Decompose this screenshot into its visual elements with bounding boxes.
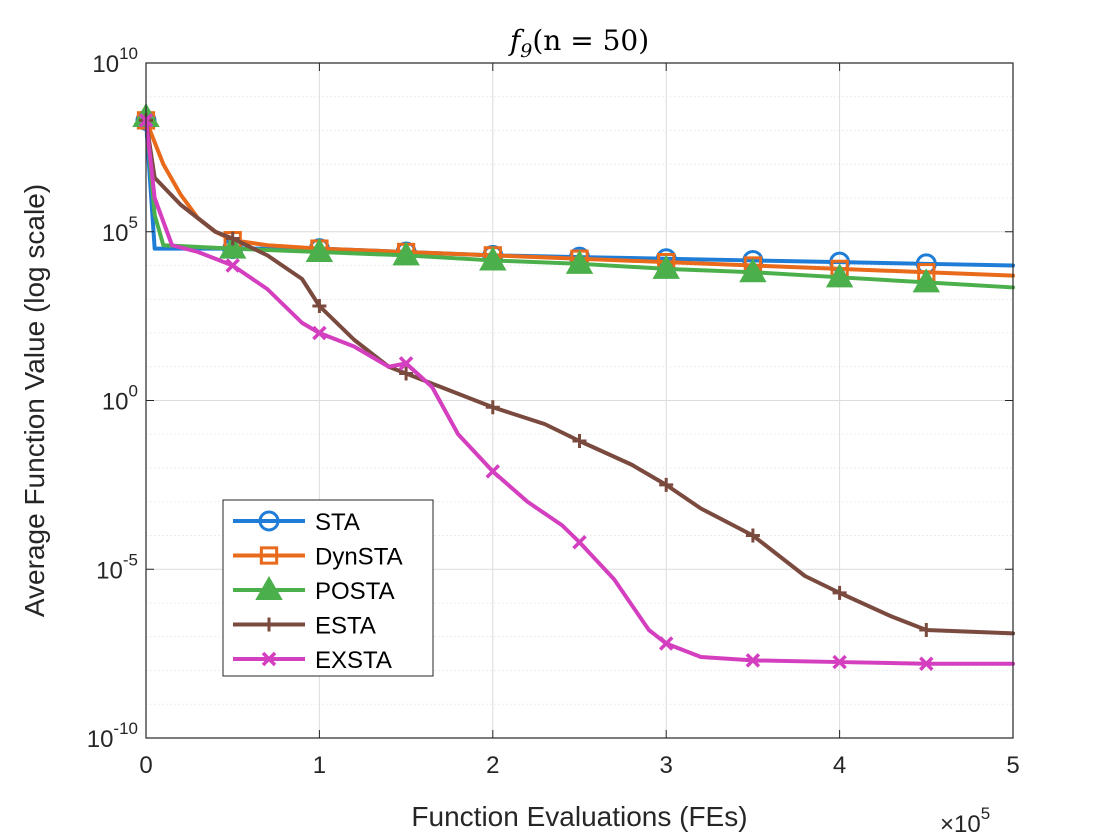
series-posta: [132, 102, 1015, 293]
legend-marker: [258, 510, 280, 532]
series-exsta: [138, 113, 1015, 671]
legend-marker: [262, 617, 276, 632]
esta-marker: [572, 434, 587, 448]
exsta-marker: [225, 258, 240, 273]
posta-marker: [652, 254, 680, 279]
legend-marker: [261, 651, 277, 667]
tick-layer: 0 1 2 3 4 5 1010 105 100 10-5 10-10: [87, 44, 1020, 779]
legend-label: DynSTA: [315, 544, 403, 571]
x-tick-label: 3: [660, 752, 673, 779]
title-subscript: 9: [520, 40, 532, 62]
esta-marker: [659, 477, 674, 492]
x-axis-label: Function Evaluations (FEs): [411, 801, 747, 832]
esta-marker: [485, 400, 500, 415]
posta-marker: [912, 268, 941, 293]
legend-marker: [255, 575, 283, 600]
esta-marker: [919, 623, 934, 637]
esta-marker: [399, 366, 414, 381]
legend-item-esta: ESTA: [233, 613, 376, 640]
legend-item-posta: POSTA: [233, 575, 395, 605]
exsta-marker: [485, 464, 501, 479]
x-axis-multiplier: ×105: [940, 804, 990, 838]
esta-marker: [225, 231, 240, 246]
esta-marker: [312, 299, 327, 313]
posta-marker: [739, 258, 767, 283]
series-layer: [132, 102, 1015, 671]
dynsta-line: [144, 118, 1015, 278]
x-tick-label: 1: [313, 752, 326, 779]
posta-marker: [479, 246, 507, 271]
exsta-marker: [572, 535, 587, 550]
y-tick-label: 10-10: [87, 719, 138, 753]
legend-label: POSTA: [315, 578, 395, 605]
legend-marker: [259, 546, 279, 565]
chart-title: f9(n = 50): [508, 24, 649, 62]
x-tick-label: 5: [1006, 752, 1019, 779]
exsta-marker: [745, 653, 761, 668]
exsta-marker: [658, 636, 674, 651]
x-multiplier-exponent: 5: [981, 804, 990, 823]
legend-label: STA: [315, 509, 360, 536]
exsta-marker: [398, 356, 414, 371]
x-tick-label: 2: [486, 752, 499, 779]
legend: STA DynSTA POSTA ESTA EXSTA: [222, 499, 434, 677]
title-rest: (n = 50): [532, 24, 649, 57]
y-tick-label: 10-5: [96, 550, 138, 584]
posta-marker: [565, 249, 594, 274]
exsta-marker: [919, 656, 934, 671]
x-multiplier-base: ×10: [940, 811, 981, 838]
y-tick-label: 105: [102, 213, 138, 247]
y-axis-label: Average Function Value (log scale): [19, 184, 50, 617]
legend-item-exsta: EXSTA: [233, 647, 392, 674]
posta-marker: [218, 234, 247, 259]
legend-label: EXSTA: [315, 647, 392, 674]
legend-item-dynsta: DynSTA: [233, 544, 403, 571]
legend-item-sta: STA: [233, 509, 360, 536]
exsta-marker: [312, 325, 327, 341]
esta-marker: [745, 528, 760, 543]
y-tick-label: 1010: [92, 44, 138, 78]
posta-marker: [305, 237, 334, 262]
y-tick-label: 100: [102, 382, 138, 416]
x-tick-label: 4: [833, 752, 846, 779]
legend-label: ESTA: [315, 613, 376, 640]
posta-marker: [825, 263, 854, 288]
x-tick-label: 0: [139, 752, 152, 779]
exsta-marker: [832, 654, 847, 670]
esta-marker: [832, 585, 847, 600]
posta-marker: [392, 241, 420, 266]
